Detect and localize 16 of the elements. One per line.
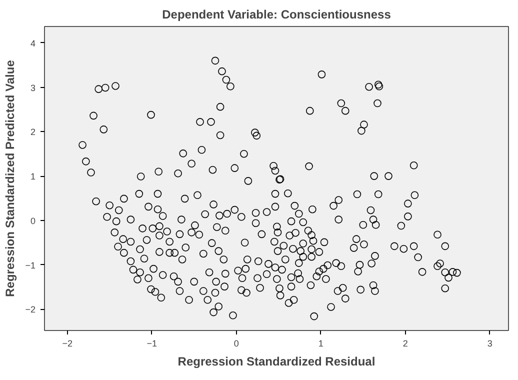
- y-tick-label: 2: [30, 127, 36, 138]
- y-axis-title: Regression Standardized Predicted Value: [3, 60, 18, 297]
- x-tick-label: 1: [318, 338, 324, 348]
- x-tick-label: −2: [62, 338, 72, 348]
- x-axis-title: Regression Standardized Residual: [178, 354, 376, 368]
- y-tick-label: −2: [25, 304, 36, 315]
- y-tick-label: 1: [30, 172, 36, 182]
- x-tick-label: 3: [487, 338, 492, 348]
- chart-title: Dependent Variable: Conscientiousness: [162, 8, 392, 22]
- y-tick-label: 0: [30, 216, 36, 226]
- x-tick-label: −1: [146, 338, 157, 348]
- y-tick-label: 3: [30, 82, 36, 93]
- x-tick-label: 2: [402, 338, 408, 348]
- y-tick-label: 4: [30, 38, 36, 48]
- x-tick-label: 0: [234, 338, 239, 348]
- y-tick-label: −1: [25, 260, 36, 270]
